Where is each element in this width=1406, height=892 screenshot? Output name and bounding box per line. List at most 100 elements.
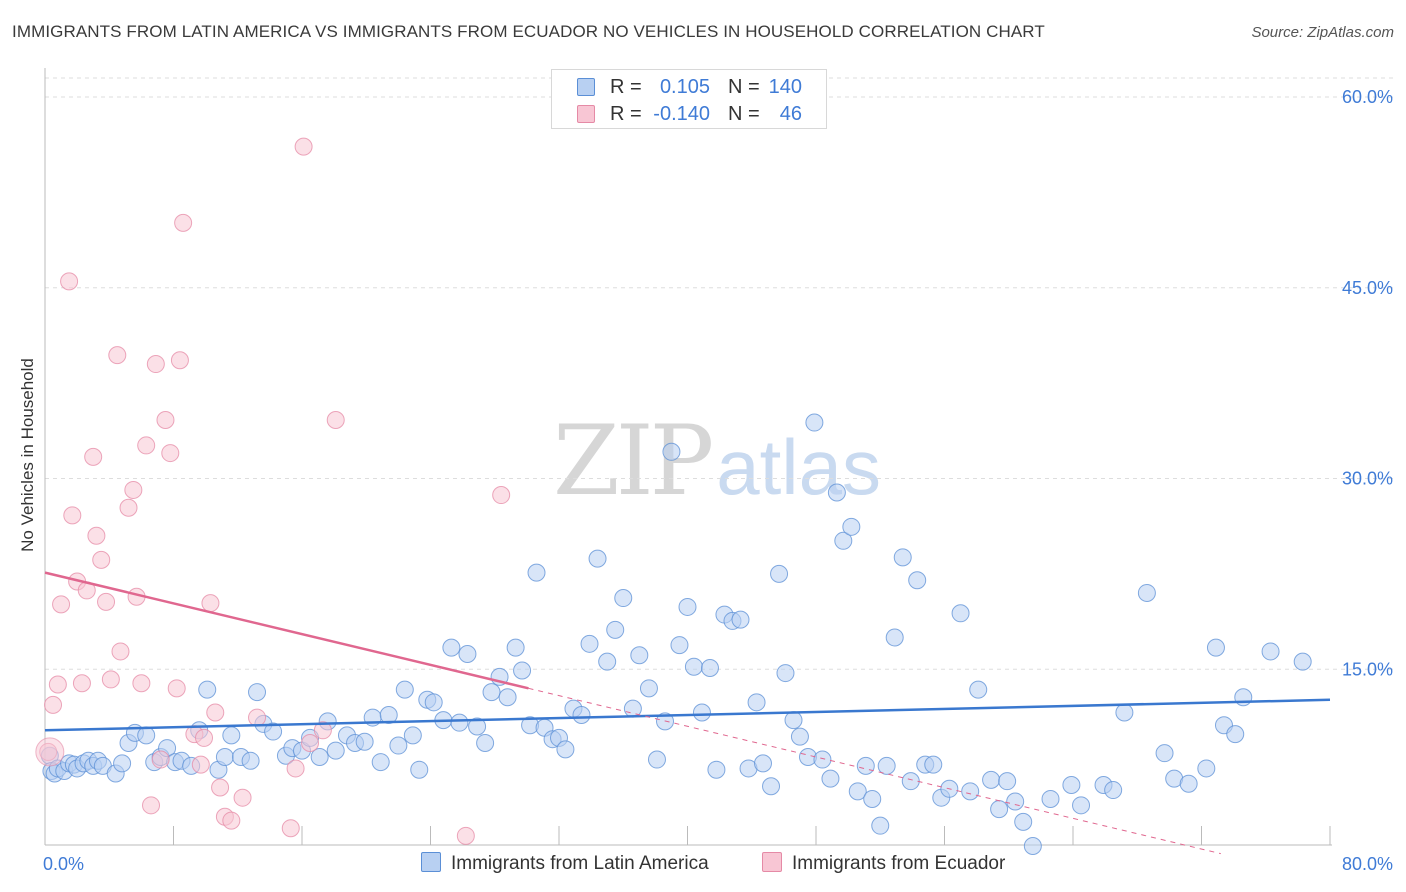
latin-america-point <box>871 816 890 835</box>
latin-america-point <box>821 769 840 788</box>
latin-america-point <box>639 679 658 698</box>
ecuador-point <box>84 447 103 466</box>
ecuador-point <box>137 436 156 455</box>
ecuador-point <box>161 444 180 463</box>
ecuador-point <box>170 351 189 370</box>
legend-swatch-blue <box>577 78 595 96</box>
latin-america-point <box>1197 759 1216 778</box>
legend-row-ecuador: R = -0.140 N = 46 <box>552 102 826 126</box>
bottom-legend-latin-america: Immigrants from Latin America <box>421 852 709 875</box>
latin-america-point <box>784 711 803 730</box>
ecuador-point <box>146 355 165 374</box>
latin-america-point <box>450 713 469 732</box>
y-tick-label: 45.0% <box>1342 278 1393 298</box>
legend-r-value: 0.105 <box>659 76 710 98</box>
latin-america-point <box>747 693 766 712</box>
latin-america-point <box>951 604 970 623</box>
latin-america-point <box>842 517 861 536</box>
ecuador-point <box>101 670 120 689</box>
latin-america-point <box>1261 642 1280 661</box>
latin-america-point <box>1155 744 1174 763</box>
ecuador-point <box>195 728 214 747</box>
latin-america-point <box>222 726 241 745</box>
ecuador-point <box>111 642 130 661</box>
ecuador-point <box>206 703 225 722</box>
ecuador-point <box>63 506 82 525</box>
legend-n-value: 46 <box>779 103 802 125</box>
latin-america-point <box>901 772 920 791</box>
latin-america-point <box>215 747 234 766</box>
latin-america-point <box>572 706 591 725</box>
chart-title: IMMIGRANTS FROM LATIN AMERICA VS IMMIGRA… <box>12 22 1045 41</box>
latin-america-point <box>834 531 853 550</box>
ecuador-point <box>132 674 151 693</box>
ecuador-point <box>167 679 186 698</box>
ecuador-point <box>52 595 71 614</box>
latin-america-point <box>776 664 795 683</box>
x-tick-label: 0.0% <box>43 854 84 874</box>
latin-america-point <box>707 760 726 779</box>
latin-america-point <box>588 549 607 568</box>
latin-america-point <box>790 727 809 746</box>
latin-america-point <box>805 413 824 432</box>
latin-america-point <box>424 693 443 712</box>
latin-america-point <box>678 597 697 616</box>
latin-america-point <box>395 680 414 699</box>
ecuador-point <box>60 272 79 291</box>
latin-america-point <box>961 782 980 801</box>
latin-america-point <box>410 760 429 779</box>
ecuador-point <box>191 755 210 774</box>
latin-america-point <box>630 646 649 665</box>
correlation-legend: R = 0.105 N = 140 R = -0.140 N = 46 <box>551 69 827 129</box>
latin-america-point <box>1014 812 1033 831</box>
latin-america-point <box>1206 638 1225 657</box>
latin-america-point <box>614 589 633 608</box>
latin-america-point <box>684 657 703 676</box>
latin-america-point <box>113 754 132 773</box>
bottom-legend-swatch-blue <box>421 852 441 872</box>
ecuador-point <box>456 826 475 845</box>
ecuador-point <box>108 346 127 365</box>
latin-america-point <box>1293 652 1312 671</box>
latin-america-point <box>248 683 267 702</box>
source-credit: Source: ZipAtlas.com <box>1251 24 1394 41</box>
ecuador-point <box>87 526 106 545</box>
latin-america-point <box>476 734 495 753</box>
latin-america-point <box>580 634 599 653</box>
latin-america-point <box>506 638 525 657</box>
latin-america-point <box>241 751 260 770</box>
ecuador-trendline-extension <box>528 687 1221 855</box>
latin-america-point <box>458 644 477 663</box>
latin-america-point <box>893 548 912 567</box>
latin-america-point <box>924 755 943 774</box>
latin-america-point <box>1226 725 1245 744</box>
latin-america-point <box>389 736 408 755</box>
bottom-legend-label: Immigrants from Latin America <box>451 853 709 874</box>
ecuador-point-large <box>35 737 65 767</box>
ecuador-trendline <box>44 571 529 690</box>
latin-america-point <box>1137 583 1156 602</box>
legend-n-label: N = <box>728 76 760 98</box>
ecuador-point <box>119 498 138 517</box>
latin-america-point <box>770 564 789 583</box>
latin-america-point <box>371 753 390 772</box>
ecuador-point <box>313 721 332 740</box>
latin-america-point <box>908 571 927 590</box>
latin-america-point <box>670 636 689 655</box>
latin-america-point <box>813 750 832 769</box>
legend-row-latin-america: R = 0.105 N = 140 <box>552 75 826 99</box>
latin-america-point <box>982 770 1001 789</box>
x-tick-label: 80.0% <box>1342 854 1393 874</box>
latin-america-trendline <box>44 698 1331 732</box>
ecuador-point <box>281 819 300 838</box>
latin-america-point <box>442 638 461 657</box>
bottom-legend-ecuador: Immigrants from Ecuador <box>762 852 1005 875</box>
latin-america-point <box>1006 792 1025 811</box>
latin-america-point <box>198 680 217 699</box>
ecuador-point <box>151 750 170 769</box>
latin-america-point <box>527 563 546 582</box>
latin-america-point <box>877 756 896 775</box>
ecuador-point <box>248 708 267 727</box>
ecuador-point <box>72 674 91 693</box>
latin-america-point <box>468 717 487 736</box>
